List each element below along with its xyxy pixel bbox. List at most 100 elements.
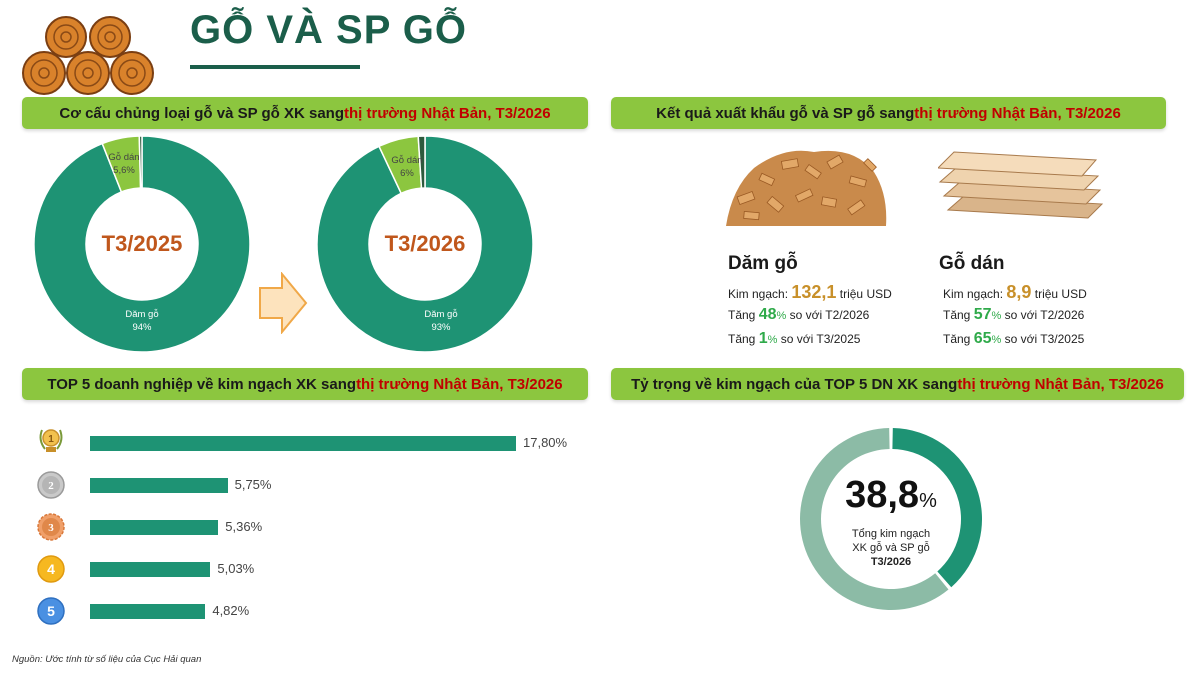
section-header-highlight: thị trường Nhật Bản, T3/2026 [957, 375, 1164, 393]
pct-sign: % [767, 334, 778, 346]
share-caption-line2: XK gỗ và SP gỗ [852, 542, 930, 554]
svg-text:2: 2 [48, 480, 54, 492]
yoy-text: so với T3/2025 [780, 332, 861, 346]
wood-logs-icon [22, 16, 154, 95]
structure-donut-t3-2025: T3/2025 Dăm gỗ 94% Gỗ dán 5,6% [33, 135, 251, 353]
svg-text:5: 5 [47, 603, 55, 619]
section-header-highlight: thị trường Nhật Bản, T3/2026 [914, 104, 1121, 122]
pie-slice-3 [417, 135, 426, 189]
section-header-top5: TOP 5 doanh nghiệp về kim ngạch XK sang … [22, 368, 588, 400]
product-yoy-line: Tăng 65% so với T3/2025 [943, 330, 1084, 348]
product-mom-line: Tăng 48% so với T2/2026 [728, 306, 869, 324]
bar-value-label: 4,82% [212, 603, 250, 618]
value-label: Kim ngạch: [728, 287, 789, 301]
slice-value: 94% [132, 322, 152, 333]
mom-text: so với T2/2026 [789, 308, 870, 322]
donut-chart-svg [316, 135, 534, 353]
product-yoy-line: Tăng 1% so với T3/2025 [728, 330, 860, 348]
bar-value-label: 17,80% [523, 435, 568, 450]
donut-center-label: T3/2025 [101, 231, 183, 256]
bronze-medal-icon: 3 [37, 513, 65, 541]
source-note: Nguồn: Ước tính từ số liệu của Cục Hải q… [12, 654, 202, 665]
increase-label: Tăng [943, 308, 971, 322]
share-donut-svg [800, 428, 982, 610]
bar-rank-1 [90, 436, 516, 451]
donut-chart-svg [33, 135, 251, 353]
page-title: GỖ VÀ SP GỖ [190, 8, 467, 52]
pie-slice-3 [138, 135, 143, 189]
slice-label-dam-go: Dăm gỗ 93% [411, 308, 471, 334]
value-unit: triệu USD [839, 287, 892, 301]
increase-label: Tăng [728, 332, 756, 346]
yoy-value: 65 [973, 330, 992, 347]
slice-name: Gỗ dán [391, 155, 423, 166]
slice-label-dam-go: Dăm gỗ 94% [112, 308, 172, 334]
slice-value: 93% [431, 322, 451, 333]
share-value: 38,8% [800, 474, 982, 517]
rank-5-icon: 5 [37, 597, 65, 625]
slice-value: 5,6% [113, 165, 135, 176]
increase-label: Tăng [728, 308, 756, 322]
share-number: 38,8 [845, 474, 920, 516]
product-name-dam-go: Dăm gỗ [728, 253, 798, 274]
plywood-image [938, 151, 1104, 219]
yoy-value: 1 [758, 330, 768, 347]
section-header-text: Tỷ trọng về kim ngạch của TOP 5 DN XK sa… [631, 375, 958, 393]
mom-text: so với T2/2026 [1004, 308, 1085, 322]
bar-rank-4 [90, 562, 211, 577]
share-pct-sign: % [919, 490, 937, 512]
arrow-right-icon [259, 272, 308, 334]
share-donut [800, 428, 982, 610]
share-caption-period: T3/2026 [870, 556, 912, 568]
structure-donut-t3-2026: T3/2026 Dăm gỗ 93% Gỗ dán 6% [316, 135, 534, 353]
share-caption-line1: Tổng kim ngạch [851, 528, 931, 540]
value-number: 132,1 [791, 282, 837, 302]
bar-value-label: 5,03% [217, 561, 255, 576]
bar-rank-3 [90, 520, 219, 535]
value-unit: triệu USD [1034, 287, 1087, 301]
pie-slice-1 [316, 135, 534, 353]
mom-value: 57 [973, 306, 992, 323]
bar-value-label: 5,36% [225, 519, 263, 534]
gold-medal-icon: 1 [39, 429, 63, 452]
product-mom-line: Tăng 57% so với T2/2026 [943, 306, 1084, 324]
product-value-line: Kim ngạch: 132,1 triệu USD [728, 282, 892, 303]
increase-label: Tăng [943, 332, 971, 346]
section-header-results: Kết quả xuất khẩu gỗ và SP gỗ sang thị t… [611, 97, 1166, 129]
slice-value: 6% [400, 168, 414, 179]
share-donut-rest-arc [800, 428, 949, 610]
wood-chips-image [726, 150, 887, 226]
section-header-structure: Cơ cấu chủng loại gỗ và SP gỗ XK sang th… [22, 97, 588, 129]
rank-4-icon: 4 [37, 555, 65, 583]
slice-name: Dăm gỗ [424, 309, 458, 320]
silver-medal-icon: 2 [37, 471, 65, 499]
section-header-share: Tỷ trọng về kim ngạch của TOP 5 DN XK sa… [611, 368, 1184, 400]
bar-rank-5 [90, 604, 206, 619]
product-name-go-dan: Gỗ dán [939, 253, 1005, 274]
pct-sign: % [991, 310, 1002, 322]
pct-sign: % [776, 310, 787, 322]
slice-label-go-dan: Gỗ dán 5,6% [94, 151, 154, 177]
section-header-text: Kết quả xuất khẩu gỗ và SP gỗ sang [656, 104, 915, 122]
mom-value: 48 [758, 306, 777, 323]
svg-text:3: 3 [48, 522, 54, 534]
slice-label-go-dan: Gỗ dán 6% [377, 154, 437, 180]
section-header-text: TOP 5 doanh nghiệp về kim ngạch XK sang [47, 375, 357, 393]
share-donut-value-arc [892, 428, 982, 588]
share-caption: Tổng kim ngạch XK gỗ và SP gỗ T3/2026 [800, 527, 982, 569]
svg-text:1: 1 [48, 434, 54, 445]
yoy-text: so với T3/2025 [1004, 332, 1085, 346]
section-header-highlight: thị trường Nhật Bản, T3/2026 [344, 104, 551, 122]
bar-value-label: 5,75% [234, 477, 272, 492]
pie-slice-1 [33, 135, 251, 353]
donut-center-label: T3/2026 [384, 231, 466, 256]
slice-name: Dăm gỗ [125, 309, 159, 320]
value-number: 8,9 [1006, 282, 1032, 302]
slice-name: Gỗ dán [108, 152, 140, 163]
svg-text:4: 4 [47, 561, 55, 577]
product-value-line: Kim ngạch: 8,9 triệu USD [943, 282, 1087, 303]
pct-sign: % [991, 334, 1002, 346]
title-underline [190, 65, 360, 69]
section-header-text: Cơ cấu chủng loại gỗ và SP gỗ XK sang [59, 104, 345, 122]
value-label: Kim ngạch: [943, 287, 1004, 301]
